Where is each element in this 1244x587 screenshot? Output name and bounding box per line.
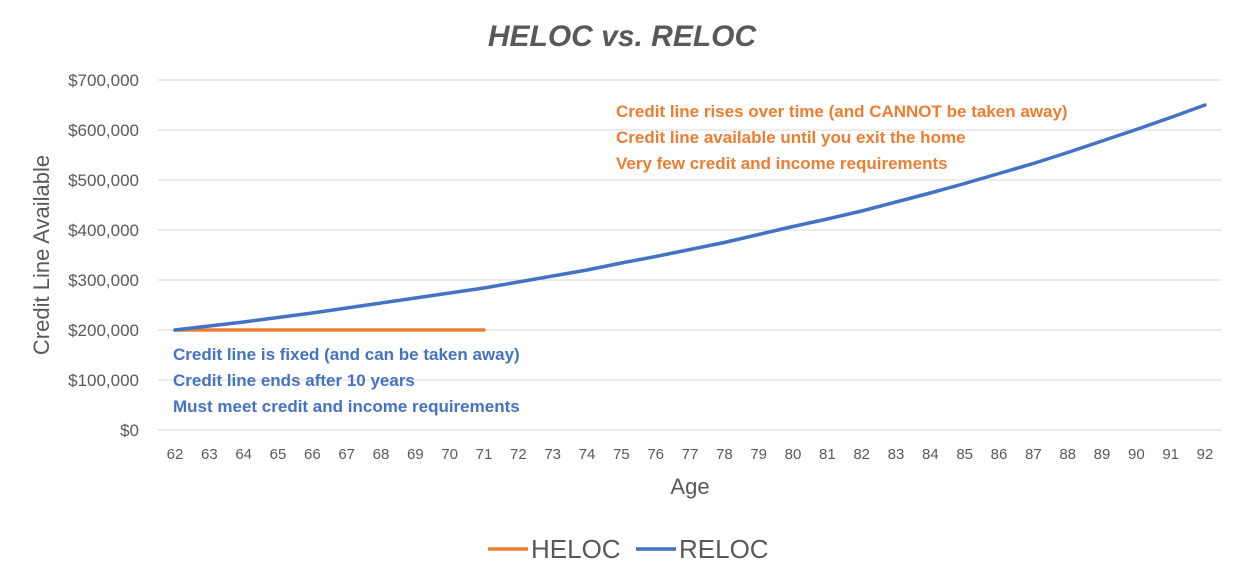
x-tick-label: 83	[888, 446, 905, 463]
series-line-reloc	[173, 103, 1207, 332]
y-axis-title: Credit Line Available	[29, 155, 54, 355]
x-tick-label: 67	[338, 446, 355, 463]
legend: HELOC RELOC	[488, 534, 769, 564]
series-lines	[173, 103, 1207, 332]
x-tick-label: 82	[853, 446, 870, 463]
x-tick-label: 81	[819, 446, 836, 463]
x-axis-title: Age	[670, 474, 709, 499]
x-tick-label: 72	[510, 446, 527, 463]
x-axis-ticks: 62 63 64 65 66 67 68 69 70 71 72 73 74 75 76 77 78 79 80 81…	[167, 446, 1214, 463]
y-tick-label: $400,000	[68, 221, 139, 240]
y-tick-label: $0	[120, 421, 139, 440]
y-tick-label: $500,000	[68, 171, 139, 190]
x-tick-label: 80	[785, 446, 802, 463]
x-tick-label: 64	[235, 446, 252, 463]
x-tick-label: 88	[1059, 446, 1076, 463]
x-tick-label: 92	[1197, 446, 1214, 463]
annotation-heloc-line-1: Credit line is fixed (and can be taken a…	[173, 345, 520, 364]
x-tick-label: 79	[750, 446, 767, 463]
x-tick-label: 76	[647, 446, 664, 463]
x-tick-label: 65	[270, 446, 287, 463]
x-tick-label: 69	[407, 446, 424, 463]
annotation-heloc-line-2: Credit line ends after 10 years	[173, 371, 415, 390]
y-tick-label: $300,000	[68, 271, 139, 290]
legend-reloc-label: RELOC	[679, 534, 769, 564]
x-tick-label: 91	[1162, 446, 1179, 463]
x-tick-label: 74	[579, 446, 596, 463]
x-tick-label: 90	[1128, 446, 1145, 463]
x-tick-label: 62	[167, 446, 184, 463]
annotation-reloc-line-1: Credit line rises over time (and CANNOT …	[616, 102, 1068, 121]
x-tick-label: 87	[1025, 446, 1042, 463]
x-tick-label: 71	[476, 446, 493, 463]
y-tick-label: $700,000	[68, 71, 139, 90]
x-tick-label: 86	[991, 446, 1008, 463]
y-tick-label: $600,000	[68, 121, 139, 140]
annotation-heloc: Credit line is fixed (and can be taken a…	[173, 345, 520, 416]
annotation-heloc-line-3: Must meet credit and income requirements	[173, 397, 520, 416]
x-tick-label: 77	[682, 446, 699, 463]
y-tick-label: $100,000	[68, 371, 139, 390]
legend-heloc-label: HELOC	[531, 534, 621, 564]
annotation-reloc: Credit line rises over time (and CANNOT …	[616, 102, 1068, 173]
y-tick-label: $200,000	[68, 321, 139, 340]
x-tick-label: 78	[716, 446, 733, 463]
chart-title: HELOC vs. RELOC	[488, 20, 758, 53]
x-tick-label: 89	[1094, 446, 1111, 463]
x-tick-label: 73	[544, 446, 561, 463]
annotation-reloc-line-3: Very few credit and income requirements	[616, 154, 948, 173]
x-tick-label: 85	[956, 446, 973, 463]
x-tick-label: 68	[373, 446, 390, 463]
y-axis-ticks: $0 $100,000 $200,000 $300,000 $400,000 $500,0…	[68, 71, 139, 440]
x-tick-label: 84	[922, 446, 939, 463]
x-tick-label: 66	[304, 446, 321, 463]
x-tick-label: 75	[613, 446, 630, 463]
annotation-reloc-line-2: Credit line available until you exit the…	[616, 128, 966, 147]
x-tick-label: 63	[201, 446, 218, 463]
x-tick-label: 70	[441, 446, 458, 463]
